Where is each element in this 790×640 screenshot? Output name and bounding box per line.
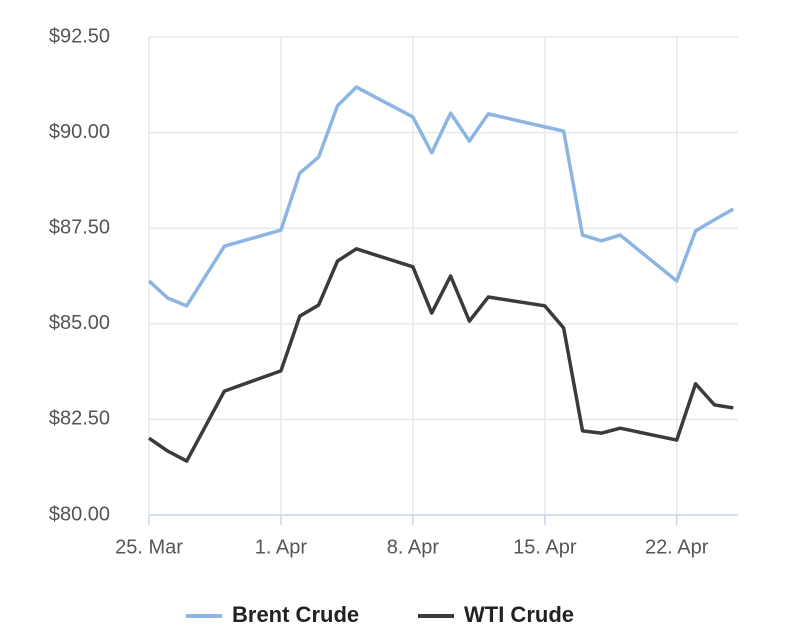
x-tick-label: 1. Apr xyxy=(255,536,308,558)
y-tick-label: $92.50 xyxy=(49,25,110,47)
x-tick-label: 22. Apr xyxy=(645,536,709,558)
legend-label: Brent Crude xyxy=(232,602,359,627)
y-tick-label: $90.00 xyxy=(49,121,110,143)
y-tick-label: $82.50 xyxy=(49,408,110,430)
y-tick-label: $80.00 xyxy=(49,503,110,525)
x-tick-label: 8. Apr xyxy=(387,536,440,558)
line-series xyxy=(147,85,735,308)
y-tick-label: $87.50 xyxy=(49,216,110,238)
legend-label: WTI Crude xyxy=(464,602,574,627)
x-tick-label: 15. Apr xyxy=(513,536,577,558)
line-series xyxy=(148,247,734,463)
y-tick-label: $85.00 xyxy=(49,312,110,334)
x-tick-label: 25. Mar xyxy=(115,536,183,558)
